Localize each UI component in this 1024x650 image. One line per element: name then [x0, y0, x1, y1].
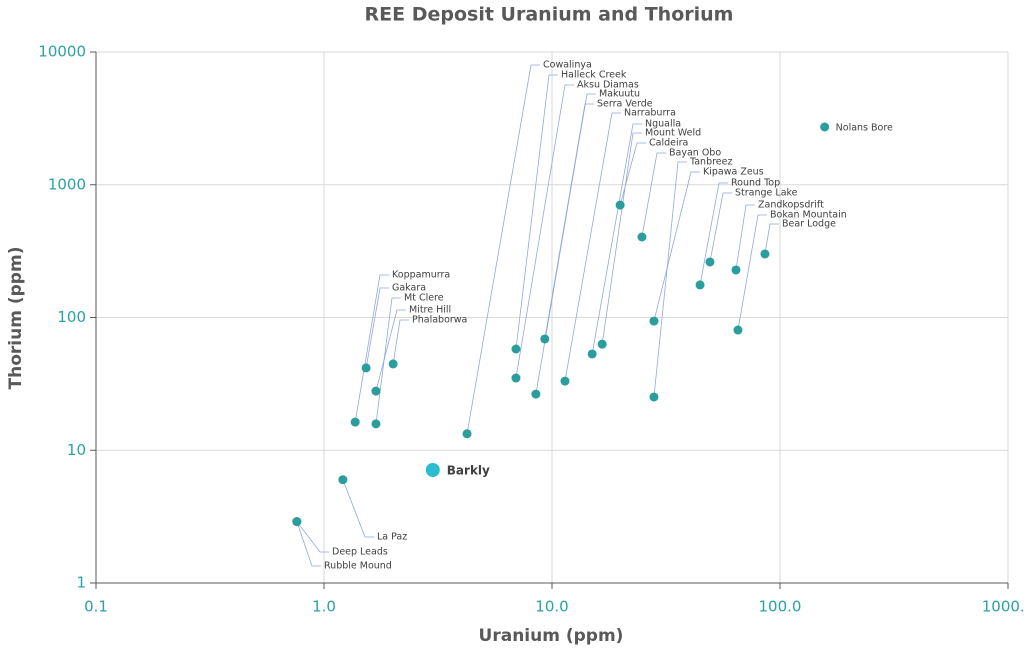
leader-line: [342, 479, 374, 538]
data-point: [560, 376, 570, 386]
point-label: Mt Clere: [404, 293, 444, 304]
data-point: [760, 249, 770, 259]
point-label: Round Top: [731, 178, 780, 189]
chart-title: REE Deposit Uranium and Thorium: [365, 4, 734, 26]
point-label: Halleck Creek: [561, 70, 627, 81]
data-point: [388, 359, 398, 369]
leader-line: [653, 161, 687, 398]
x-tick-label: 0.1: [84, 598, 108, 616]
data-point: [292, 517, 302, 527]
point-label: Caldeira: [649, 138, 688, 149]
leader-line: [653, 171, 700, 322]
x-tick-label: 10.0: [535, 598, 568, 616]
leader-line: [354, 274, 389, 423]
data-point: [531, 389, 541, 399]
data-point: [350, 417, 360, 427]
leader-line: [515, 84, 574, 379]
data-point: [540, 334, 550, 344]
data-point: [361, 363, 371, 373]
data-point: [511, 344, 521, 354]
point-label: Aksu Diamas: [577, 80, 639, 91]
data-point: [637, 232, 647, 242]
point-label: Nolans Bore: [836, 122, 893, 133]
data-point: [731, 265, 741, 275]
leader-line: [641, 152, 666, 238]
point-label: Serra Verde: [597, 99, 653, 110]
point-label: Gakara: [392, 283, 426, 294]
data-point: [371, 419, 381, 429]
data-point: [511, 373, 521, 383]
leader-line: [535, 93, 596, 395]
highlight-label: Barkly: [447, 463, 490, 477]
leader-line: [375, 297, 401, 424]
leader-line: [735, 204, 755, 271]
data-point: [615, 200, 625, 210]
leader-line: [601, 132, 642, 345]
leader-line: [709, 192, 732, 263]
point-label: Bear Lodge: [782, 219, 836, 230]
y-tick-label: 1000: [48, 175, 86, 193]
leader-line: [296, 521, 329, 553]
data-point: [587, 349, 597, 359]
point-label: Narraburra: [624, 108, 676, 119]
x-tick-label: 100.0: [759, 598, 802, 616]
data-point: [371, 386, 381, 396]
point-label: Deep Leads: [332, 547, 388, 558]
y-axis-title: Thorium (ppm): [6, 247, 26, 390]
x-tick-label: 1.0: [312, 598, 336, 616]
point-label: Phalaborwa: [412, 315, 467, 326]
leader-line: [564, 112, 621, 382]
data-point: [649, 316, 659, 326]
y-tick-label: 100: [57, 308, 86, 326]
leader-line: [591, 123, 642, 355]
leader-line: [375, 309, 406, 392]
leader-line: [619, 142, 646, 206]
point-label: Kipawa Zeus: [703, 167, 764, 178]
point-label: Makuutu: [599, 89, 640, 100]
data-point: [695, 280, 705, 290]
y-tick-label: 10000: [38, 43, 86, 61]
point-label: Zandkopsdrift: [758, 200, 824, 211]
point-label: Bayan Obo: [669, 148, 721, 159]
data-point: [733, 325, 743, 335]
x-axis-title: Uranium (ppm): [479, 626, 624, 646]
point-label: Cowalinya: [543, 60, 592, 71]
data-point: [705, 257, 715, 267]
leader-line: [392, 319, 409, 364]
leader-line: [699, 182, 728, 285]
point-label: Mount Weld: [645, 128, 701, 139]
y-tick-label: 1: [76, 574, 86, 592]
point-label: Rubble Mound: [324, 561, 392, 572]
data-point: [649, 392, 659, 402]
leader-line: [466, 64, 540, 434]
point-label: Mitre Hill: [409, 305, 451, 316]
point-label: Tanbreez: [689, 157, 732, 168]
leader-line: [737, 214, 767, 331]
point-label: La Paz: [377, 532, 407, 543]
point-label: Strange Lake: [735, 188, 798, 199]
leader-line: [764, 223, 779, 255]
point-label: Ngualla: [645, 119, 681, 130]
data-point: [820, 122, 830, 132]
leader-line: [365, 287, 389, 368]
leader-line: [296, 521, 321, 567]
data-point: [338, 475, 348, 485]
data-point: [462, 429, 472, 439]
leader-line: [544, 103, 594, 340]
data-point: [597, 339, 607, 349]
x-tick-label: 1000.0: [982, 598, 1024, 616]
point-label: Koppamurra: [392, 270, 450, 281]
highlight-point: [425, 462, 440, 477]
point-label: Bokan Mountain: [770, 210, 847, 221]
y-tick-label: 10: [67, 441, 86, 459]
leader-line: [515, 74, 558, 350]
